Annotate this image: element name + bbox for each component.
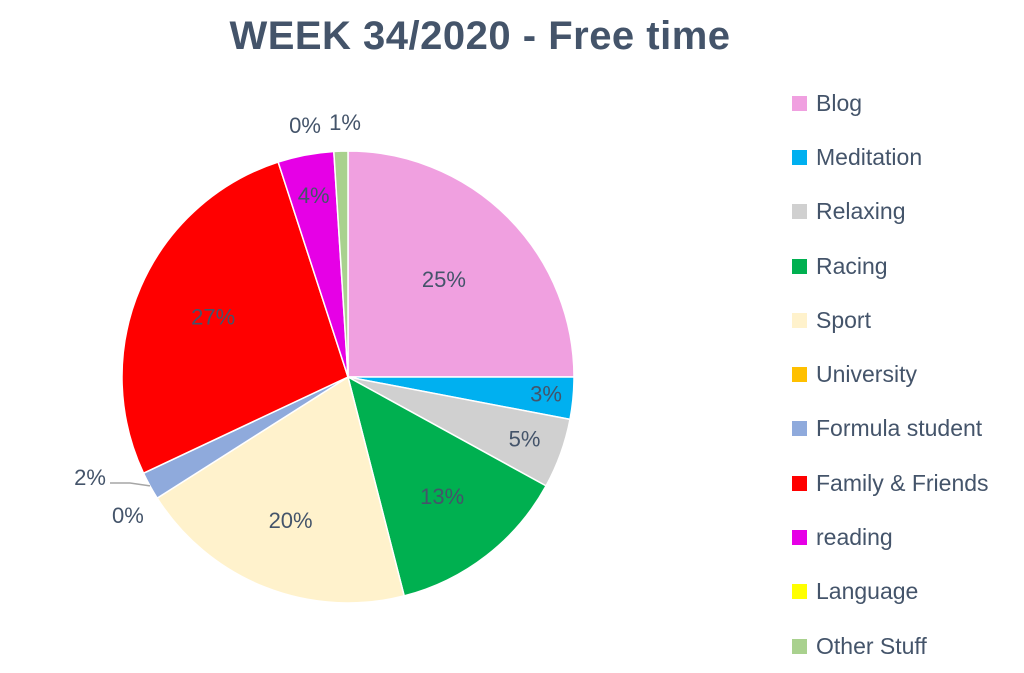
legend-swatch [792, 258, 807, 274]
legend-swatch [792, 204, 807, 220]
legend-item-formula-student: Formula student [792, 402, 989, 456]
label-formula-student: 2% [74, 465, 106, 490]
legend-label: University [816, 361, 917, 388]
label-reading: 4% [298, 183, 330, 208]
legend-label: Meditation [816, 143, 923, 170]
legend-swatch [792, 367, 807, 383]
label-racing: 13% [420, 484, 464, 509]
legend-item-family-friends: Family & Friends [792, 456, 989, 510]
label-blog: 25% [422, 267, 466, 292]
label-language: 0% [289, 113, 321, 138]
legend-label: Formula student [816, 415, 983, 442]
legend-item-reading: reading [792, 510, 989, 564]
legend-swatch [792, 475, 807, 491]
slice-racing [346, 375, 548, 597]
legend-swatch [792, 584, 807, 600]
slice-blog [347, 150, 575, 378]
legend-item-university: University [792, 347, 989, 401]
label-university: 0% [112, 503, 144, 528]
label-other-stuff: 1% [329, 110, 361, 135]
legend-label: Relaxing [816, 198, 906, 225]
legend-item-other-stuff: Other Stuff [792, 619, 989, 673]
legend-item-racing: Racing [792, 239, 989, 293]
legend-label: reading [816, 524, 893, 551]
legend-swatch [792, 149, 807, 165]
slice-other-stuff [333, 150, 349, 378]
legend-swatch [792, 312, 807, 328]
chart-title: WEEK 34/2020 - Free time [229, 14, 731, 58]
slice-family-friends [121, 161, 349, 475]
legend-swatch [792, 638, 807, 654]
label-sport: 20% [269, 508, 313, 533]
legend-label: Other Stuff [816, 632, 927, 659]
legend-swatch [792, 95, 807, 111]
legend-item-blog: Blog [792, 76, 989, 130]
legend-label: Family & Friends [816, 469, 989, 496]
legend-label: Racing [816, 252, 888, 279]
legend-swatch [792, 421, 807, 437]
label-relaxing: 5% [509, 426, 541, 451]
legend-label: Blog [816, 89, 863, 116]
legend-item-language: Language [792, 565, 989, 619]
legend-swatch [792, 530, 807, 546]
legend-item-meditation: Meditation [792, 130, 989, 184]
legend-label: Language [816, 578, 919, 605]
slice-sport [156, 375, 406, 604]
legend-item-sport: Sport [792, 293, 989, 347]
legend: Blog Meditation Relaxing Racing Sport Univers… [792, 76, 989, 673]
legend-label: Sport [816, 306, 871, 333]
label-family-friends: 27% [191, 304, 235, 329]
label-meditation: 3% [530, 382, 562, 407]
legend-item-relaxing: Relaxing [792, 185, 989, 239]
leader-line-formula-student [110, 482, 151, 487]
